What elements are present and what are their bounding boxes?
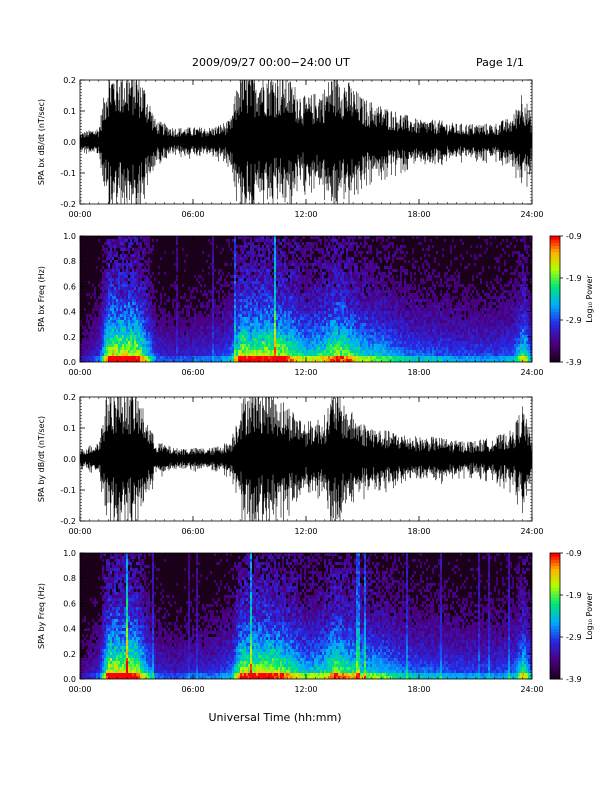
x-tick-label: 06:00: [181, 368, 204, 377]
panel-3: -0.2 -0.1 0.0 0.1 0.2 00:00 06:00 12:00 18:00 24:…: [37, 393, 544, 536]
colorbar: -0.9 -1.9 -2.9 -3.9 Log₁₀ Power: [550, 549, 594, 684]
y-tick-label: 1.0: [63, 549, 76, 558]
colorbar-label: Log₁₀ Power: [585, 592, 594, 640]
x-tick-label: 24:00: [520, 368, 543, 377]
colorbar-tick-label: -0.9: [566, 232, 582, 241]
y-tick-label: 1.0: [63, 232, 76, 241]
x-tick-label: 00:00: [68, 368, 91, 377]
y-tick-label: 0.2: [63, 76, 76, 85]
x-axis-label: Universal Time (hh:mm): [209, 711, 342, 724]
colorbar-tick-label: -2.9: [566, 633, 582, 642]
x-tick-label: 12:00: [294, 527, 317, 536]
y-tick-label: 0.2: [63, 333, 76, 342]
y-axis-label: SPA by Freq (Hz): [37, 583, 46, 649]
x-tick-label: 06:00: [181, 527, 204, 536]
y-axis-label: SPA by dB/dt (nT/sec): [37, 416, 46, 502]
colorbar-tick-label: -1.9: [566, 591, 582, 600]
panel-4: -0.9 -1.9 -2.9 -3.9 Log₁₀ Power 0.0 0.2 0.4 0.6 0…: [37, 549, 594, 694]
trace-line: [80, 80, 532, 204]
x-tick-label: 12:00: [294, 210, 317, 219]
y-tick-label: 0.4: [63, 308, 76, 317]
y-tick-label: -0.2: [60, 517, 76, 526]
y-tick-label: 0.2: [63, 650, 76, 659]
x-tick-label: 06:00: [181, 685, 204, 694]
x-tick-label: 24:00: [520, 527, 543, 536]
x-tick-label: 18:00: [407, 210, 430, 219]
y-tick-label: 0.0: [63, 138, 76, 147]
x-tick-label: 00:00: [68, 527, 91, 536]
y-tick-label: 0.8: [63, 574, 76, 583]
y-tick-label: 0.8: [63, 257, 76, 266]
panels-group: -0.2 -0.1 0.0 0.1 0.2 00:00 06:00 12:00 18:00 24:…: [37, 76, 594, 694]
y-tick-label: 0.0: [63, 675, 76, 684]
x-tick-label: 00:00: [68, 210, 91, 219]
y-tick-label: 0.2: [63, 393, 76, 402]
x-tick-label: 24:00: [520, 685, 543, 694]
y-axis-label: SPA bx Freq (Hz): [37, 266, 46, 332]
y-tick-label: -0.2: [60, 200, 76, 209]
x-tick-label: 18:00: [407, 527, 430, 536]
colorbar-tick-label: -3.9: [566, 675, 582, 684]
x-tick-label: 18:00: [407, 368, 430, 377]
x-tick-label: 12:00: [294, 685, 317, 694]
y-tick-label: 0.1: [63, 107, 76, 116]
colorbar-tick-label: -3.9: [566, 358, 582, 367]
x-tick-label: 12:00: [294, 368, 317, 377]
colorbar-tick-label: -2.9: [566, 316, 582, 325]
y-tick-label: 0.4: [63, 625, 76, 634]
y-tick-label: 0.6: [63, 599, 76, 608]
page-number: Page 1/1: [476, 56, 524, 69]
x-tick-label: 24:00: [520, 210, 543, 219]
figure-canvas: 2009/09/27 00:00−24:00 UT Page 1/1 -0.2-…: [0, 0, 612, 792]
y-tick-label: 0.0: [63, 455, 76, 464]
y-tick-label: -0.1: [60, 486, 76, 495]
colorbar-tick-label: -1.9: [566, 274, 582, 283]
colorbar: -0.9 -1.9 -2.9 -3.9 Log₁₀ Power: [550, 232, 594, 367]
trace-line: [80, 397, 532, 521]
x-tick-label: 06:00: [181, 210, 204, 219]
y-tick-label: -0.1: [60, 169, 76, 178]
y-tick-label: 0.6: [63, 282, 76, 291]
x-tick-label: 18:00: [407, 685, 430, 694]
page-title: 2009/09/27 00:00−24:00 UT: [192, 56, 350, 69]
y-axis-label: SPA bx dB/dt (nT/sec): [37, 99, 46, 185]
panel-2: -0.9 -1.9 -2.9 -3.9 Log₁₀ Power 0.0 0.2 0.4 0.6 0…: [37, 232, 594, 377]
y-tick-label: 0.0: [63, 358, 76, 367]
colorbar-tick-label: -0.9: [566, 549, 582, 558]
colorbar-label: Log₁₀ Power: [585, 275, 594, 323]
panel-1: -0.2 -0.1 0.0 0.1 0.2 00:00 06:00 12:00 18:00 24:…: [37, 76, 544, 219]
y-tick-label: 0.1: [63, 424, 76, 433]
x-tick-label: 00:00: [68, 685, 91, 694]
